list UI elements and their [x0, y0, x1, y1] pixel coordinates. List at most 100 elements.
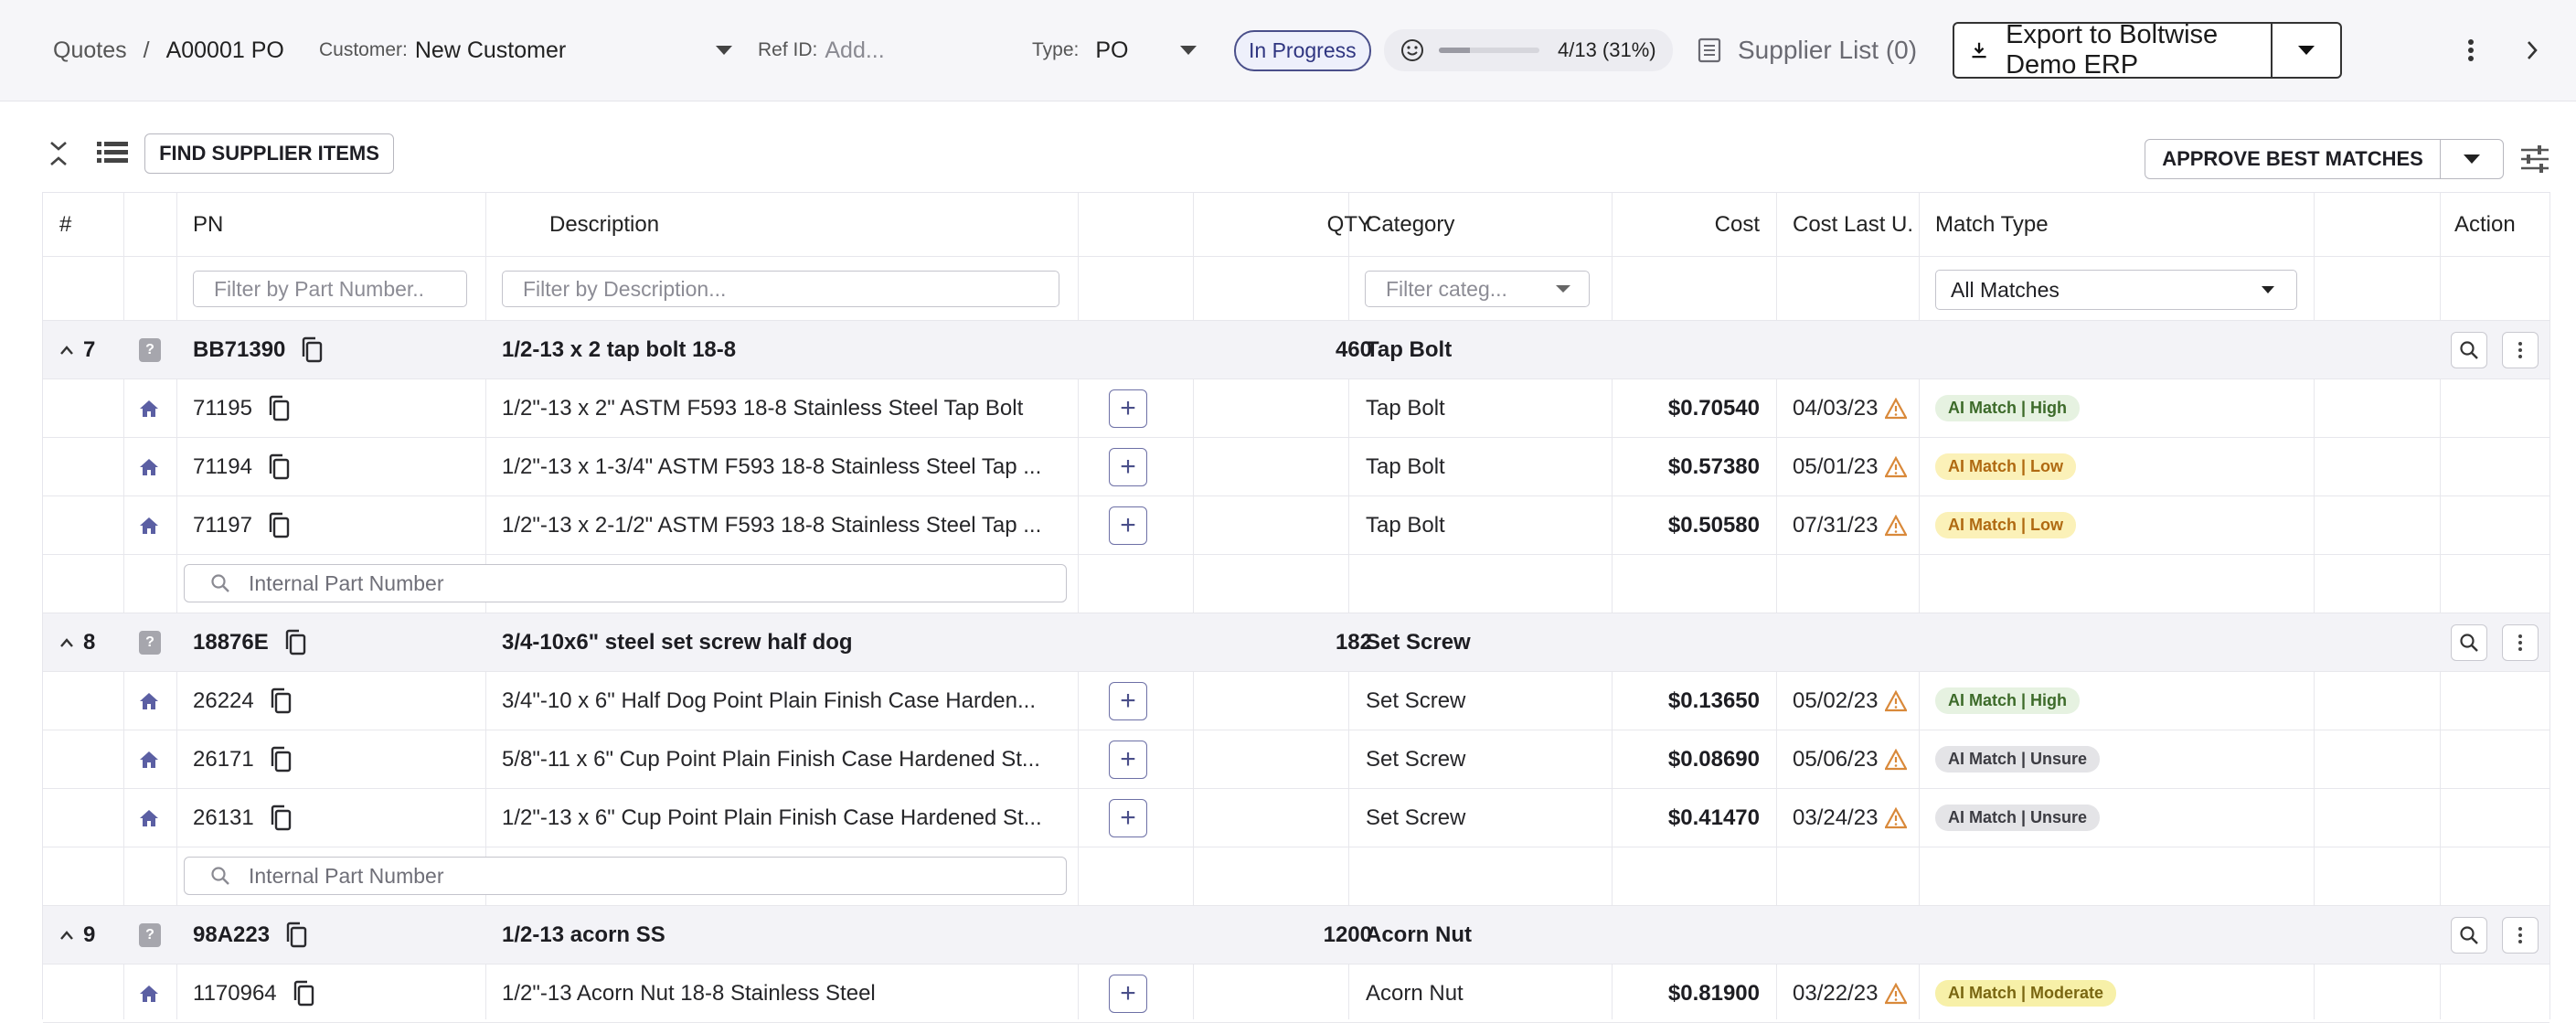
export-dropdown-button[interactable]	[2273, 24, 2340, 77]
breadcrumb-quotes[interactable]: Quotes	[53, 37, 127, 63]
add-item-button[interactable]: +	[1109, 740, 1147, 779]
group-more-button[interactable]	[2502, 332, 2539, 368]
search-icon	[211, 867, 229, 885]
home-cell	[139, 789, 159, 847]
col-header-description[interactable]: Description	[549, 211, 660, 237]
table-row[interactable]: 1170964 1/2"-13 Acorn Nut 18-8 Stainless …	[43, 964, 2549, 1023]
cost-last-cell: 05/02/23	[1793, 672, 1908, 730]
col-header-cost[interactable]: Cost	[1714, 211, 1760, 237]
chevron-down-icon	[2298, 46, 2315, 55]
chevron-up-icon[interactable]	[59, 345, 74, 356]
internal-part-number-input[interactable]: Internal Part Number	[184, 564, 1067, 602]
group-part-number: BB71390	[193, 336, 286, 362]
approve-dropdown-button[interactable]	[2441, 140, 2503, 178]
copy-icon[interactable]	[267, 453, 291, 481]
col-header-category[interactable]: Category	[1366, 211, 1455, 237]
type-dropdown-caret[interactable]	[1180, 0, 1197, 101]
export-button[interactable]: Export to Boltwise Demo ERP	[1954, 20, 2273, 80]
item-cost: $0.08690	[1667, 746, 1760, 772]
export-label: Export to Boltwise Demo ERP	[2006, 20, 2219, 80]
table-row[interactable]: 26171 5/8"-11 x 6" Cup Point Plain Finish…	[43, 730, 2549, 789]
customer-dropdown-caret[interactable]	[716, 0, 732, 101]
description-filter-input[interactable]: Filter by Description...	[502, 271, 1059, 307]
add-item-button[interactable]: +	[1109, 389, 1147, 428]
internal-part-number-input[interactable]: Internal Part Number	[184, 857, 1067, 895]
status-badge[interactable]: In Progress	[1234, 29, 1371, 71]
list-view-icon[interactable]	[97, 140, 128, 165]
type-value: PO	[1095, 37, 1129, 63]
col-header-qty[interactable]: QTY	[1326, 211, 1372, 237]
table-row[interactable]: 26224 3/4"-10 x 6" Half Dog Point Plain F…	[43, 672, 2549, 730]
copy-icon[interactable]	[292, 980, 315, 1007]
group-number-cell[interactable]: 8	[59, 613, 95, 671]
group-number-cell[interactable]: 7	[59, 321, 95, 378]
chevron-up-icon[interactable]	[59, 930, 74, 941]
refid-field[interactable]: Ref ID: Add...	[758, 0, 885, 101]
cost-last-date: 07/31/23	[1793, 512, 1879, 538]
col-header-cost-last[interactable]: Cost Last U.	[1793, 211, 1914, 237]
cost-last-date: 03/22/23	[1793, 980, 1879, 1006]
group-search-button[interactable]	[2451, 624, 2487, 661]
copy-icon[interactable]	[283, 629, 307, 656]
help-icon: ?	[139, 630, 161, 655]
list-icon	[1698, 37, 1721, 63]
pn-filter-input[interactable]: Filter by Part Number..	[193, 271, 467, 307]
group-part-number: 18876E	[193, 629, 269, 655]
column-divider	[176, 193, 177, 1019]
search-icon	[2460, 926, 2478, 944]
match-type-cell: AI Match | Low	[1935, 438, 2077, 496]
chevron-down-icon	[1556, 285, 1570, 293]
match-type-filter-select[interactable]: All Matches	[1935, 270, 2297, 310]
table-row[interactable]: 71197 1/2"-13 x 2-1/2" ASTM F593 18-8 Sta…	[43, 496, 2549, 555]
copy-icon[interactable]	[269, 805, 293, 832]
table-row[interactable]: 71195 1/2"-13 x 2" ASTM F593 18-8 Stainle…	[43, 379, 2549, 438]
copy-icon[interactable]	[300, 336, 324, 364]
add-item-button[interactable]: +	[1109, 681, 1147, 720]
col-header-pn[interactable]: PN	[193, 211, 224, 237]
group-more-button[interactable]	[2502, 917, 2539, 954]
supplier-list-button[interactable]: Supplier List (0)	[1698, 0, 1917, 101]
find-supplier-items-button[interactable]: FIND SUPPLIER ITEMS	[144, 133, 394, 174]
match-badge: AI Match | High	[1935, 395, 2081, 421]
add-item-button[interactable]: +	[1109, 974, 1147, 1013]
cost-last-cell: 04/03/23	[1793, 379, 1908, 437]
copy-icon[interactable]	[269, 746, 293, 773]
group-more-button[interactable]	[2502, 624, 2539, 661]
chevron-up-icon[interactable]	[59, 637, 74, 648]
progress-fill	[1439, 48, 1471, 53]
customer-field[interactable]: Customer: New Customer	[319, 0, 566, 101]
table-row[interactable]: 26131 1/2"-13 x 6" Cup Point Plain Finish…	[43, 789, 2549, 847]
pn-cell: 26224	[193, 672, 293, 730]
add-item-button[interactable]: +	[1109, 447, 1147, 486]
approve-best-matches-split-button: APPROVE BEST MATCHES	[2145, 139, 2504, 179]
approve-best-matches-button[interactable]: APPROVE BEST MATCHES	[2145, 140, 2441, 178]
collapse-all-icon[interactable]	[48, 139, 69, 168]
group-search-button[interactable]	[2451, 917, 2487, 954]
table-row[interactable]: 71194 1/2"-13 x 1-3/4" ASTM F593 18-8 Sta…	[43, 438, 2549, 496]
part-number: 26224	[193, 687, 254, 713]
collapse-panel-button[interactable]	[2525, 0, 2539, 101]
copy-icon[interactable]	[267, 512, 291, 539]
search-icon	[2460, 634, 2478, 652]
internal-part-search-row: Internal Part Number	[43, 847, 2549, 906]
category-filter-select[interactable]: Filter categ...	[1365, 271, 1590, 307]
group-number-cell[interactable]: 9	[59, 906, 95, 964]
search-icon	[211, 574, 229, 592]
add-item-button[interactable]: +	[1109, 506, 1147, 545]
settings-sliders-icon[interactable]	[2519, 144, 2550, 174]
copy-icon[interactable]	[267, 395, 291, 422]
add-item-button[interactable]: +	[1109, 798, 1147, 837]
copy-icon[interactable]	[284, 922, 308, 949]
chevron-down-icon	[2262, 286, 2274, 293]
group-search-button[interactable]	[2451, 332, 2487, 368]
more-vertical-icon	[2468, 39, 2474, 61]
progress-text: 4/13 (31%)	[1558, 38, 1656, 61]
item-description: 1/2"-13 x 6" Cup Point Plain Finish Case…	[502, 805, 1042, 830]
col-header-match-type[interactable]: Match Type	[1935, 211, 2049, 237]
match-type-cell: AI Match | Moderate	[1935, 964, 2117, 1022]
type-field[interactable]: Type: PO	[1032, 0, 1129, 101]
item-description: 1/2"-13 x 1-3/4" ASTM F593 18-8 Stainles…	[502, 453, 1042, 479]
match-badge: AI Match | Unsure	[1935, 746, 2101, 773]
more-menu-button[interactable]	[2466, 0, 2475, 101]
copy-icon[interactable]	[269, 687, 293, 715]
